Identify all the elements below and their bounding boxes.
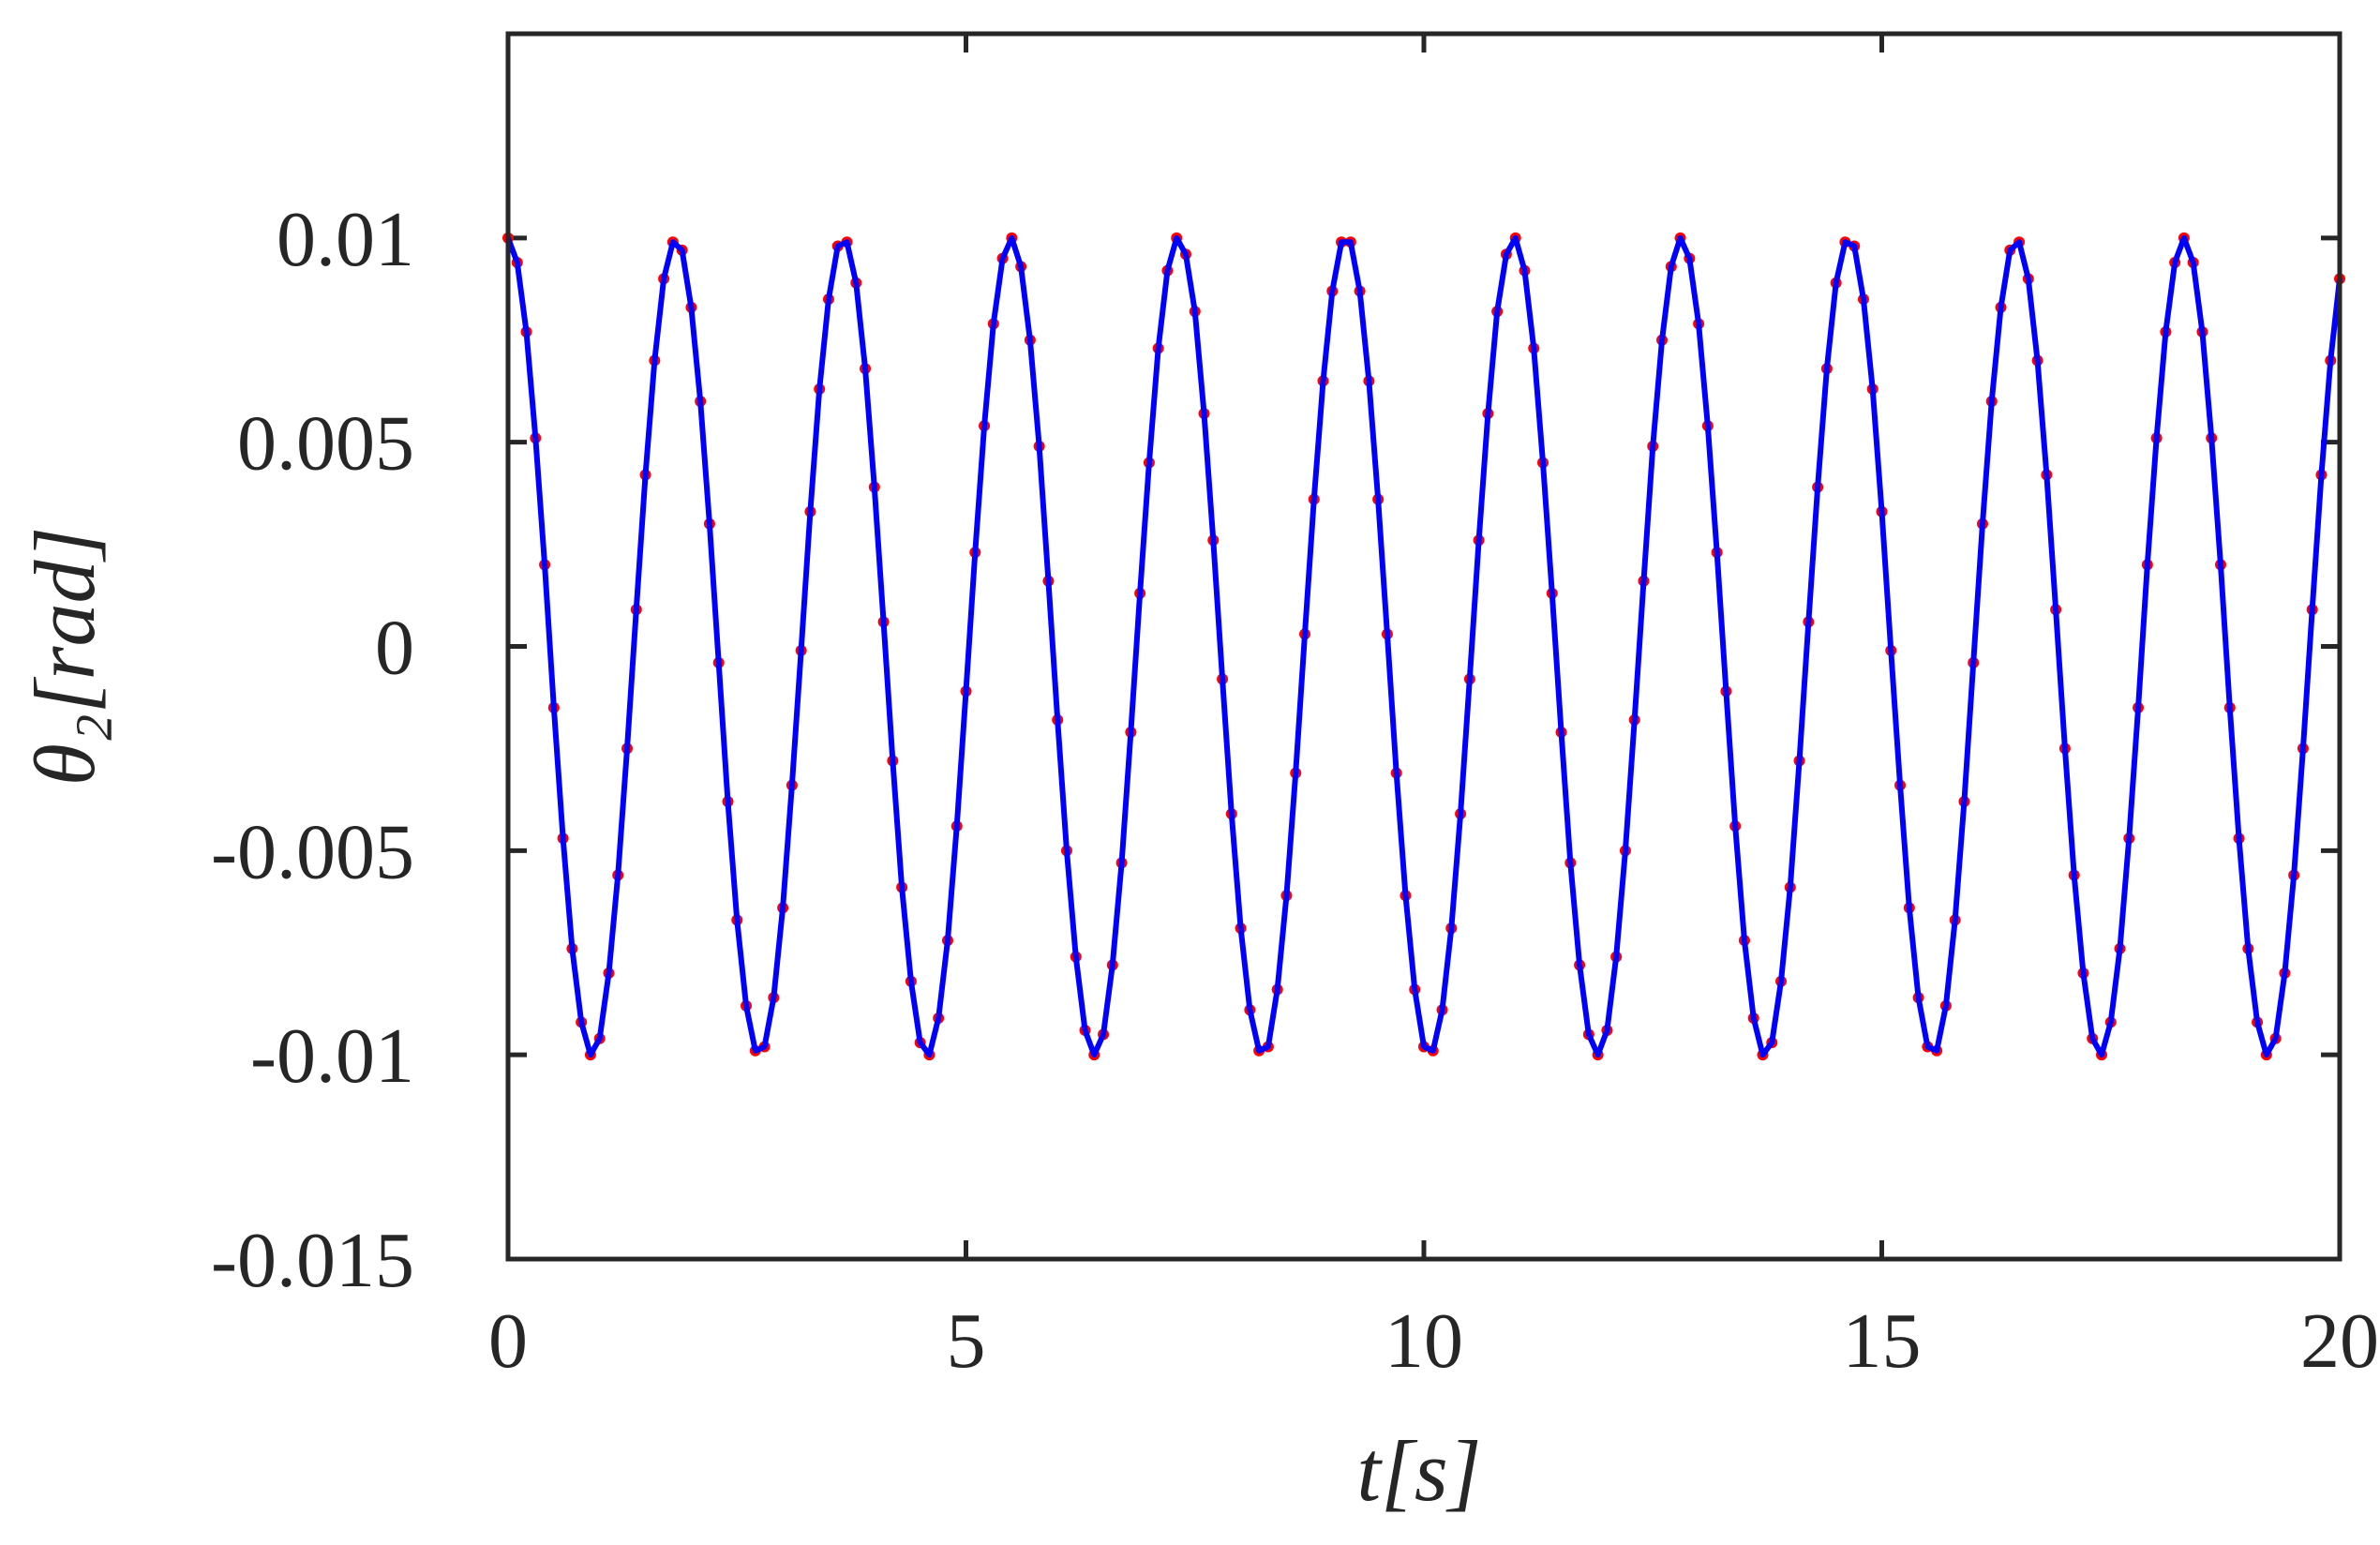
data-line [505,234,2343,1058]
y-tick-label: -0.01 [250,1012,414,1100]
y-tick-label: -0.015 [211,1217,414,1304]
y-tick-label: -0.005 [211,808,414,895]
x-tick-label: 20 [2300,1298,2379,1385]
x-axis-label: t[s] [1357,1423,1482,1519]
y-tick-label: 0.005 [237,400,414,488]
x-tick-label: 5 [947,1298,986,1385]
x-tick-label: 15 [1843,1298,1922,1385]
x-tick-label: 10 [1385,1298,1463,1385]
plot-frame [505,31,2343,1262]
y-tick-label: 0.01 [277,196,414,283]
y-tick-label: 0 [375,605,414,692]
x-tick-label: 0 [488,1298,528,1385]
y-axis-label: θ₂[rad] [17,527,112,787]
